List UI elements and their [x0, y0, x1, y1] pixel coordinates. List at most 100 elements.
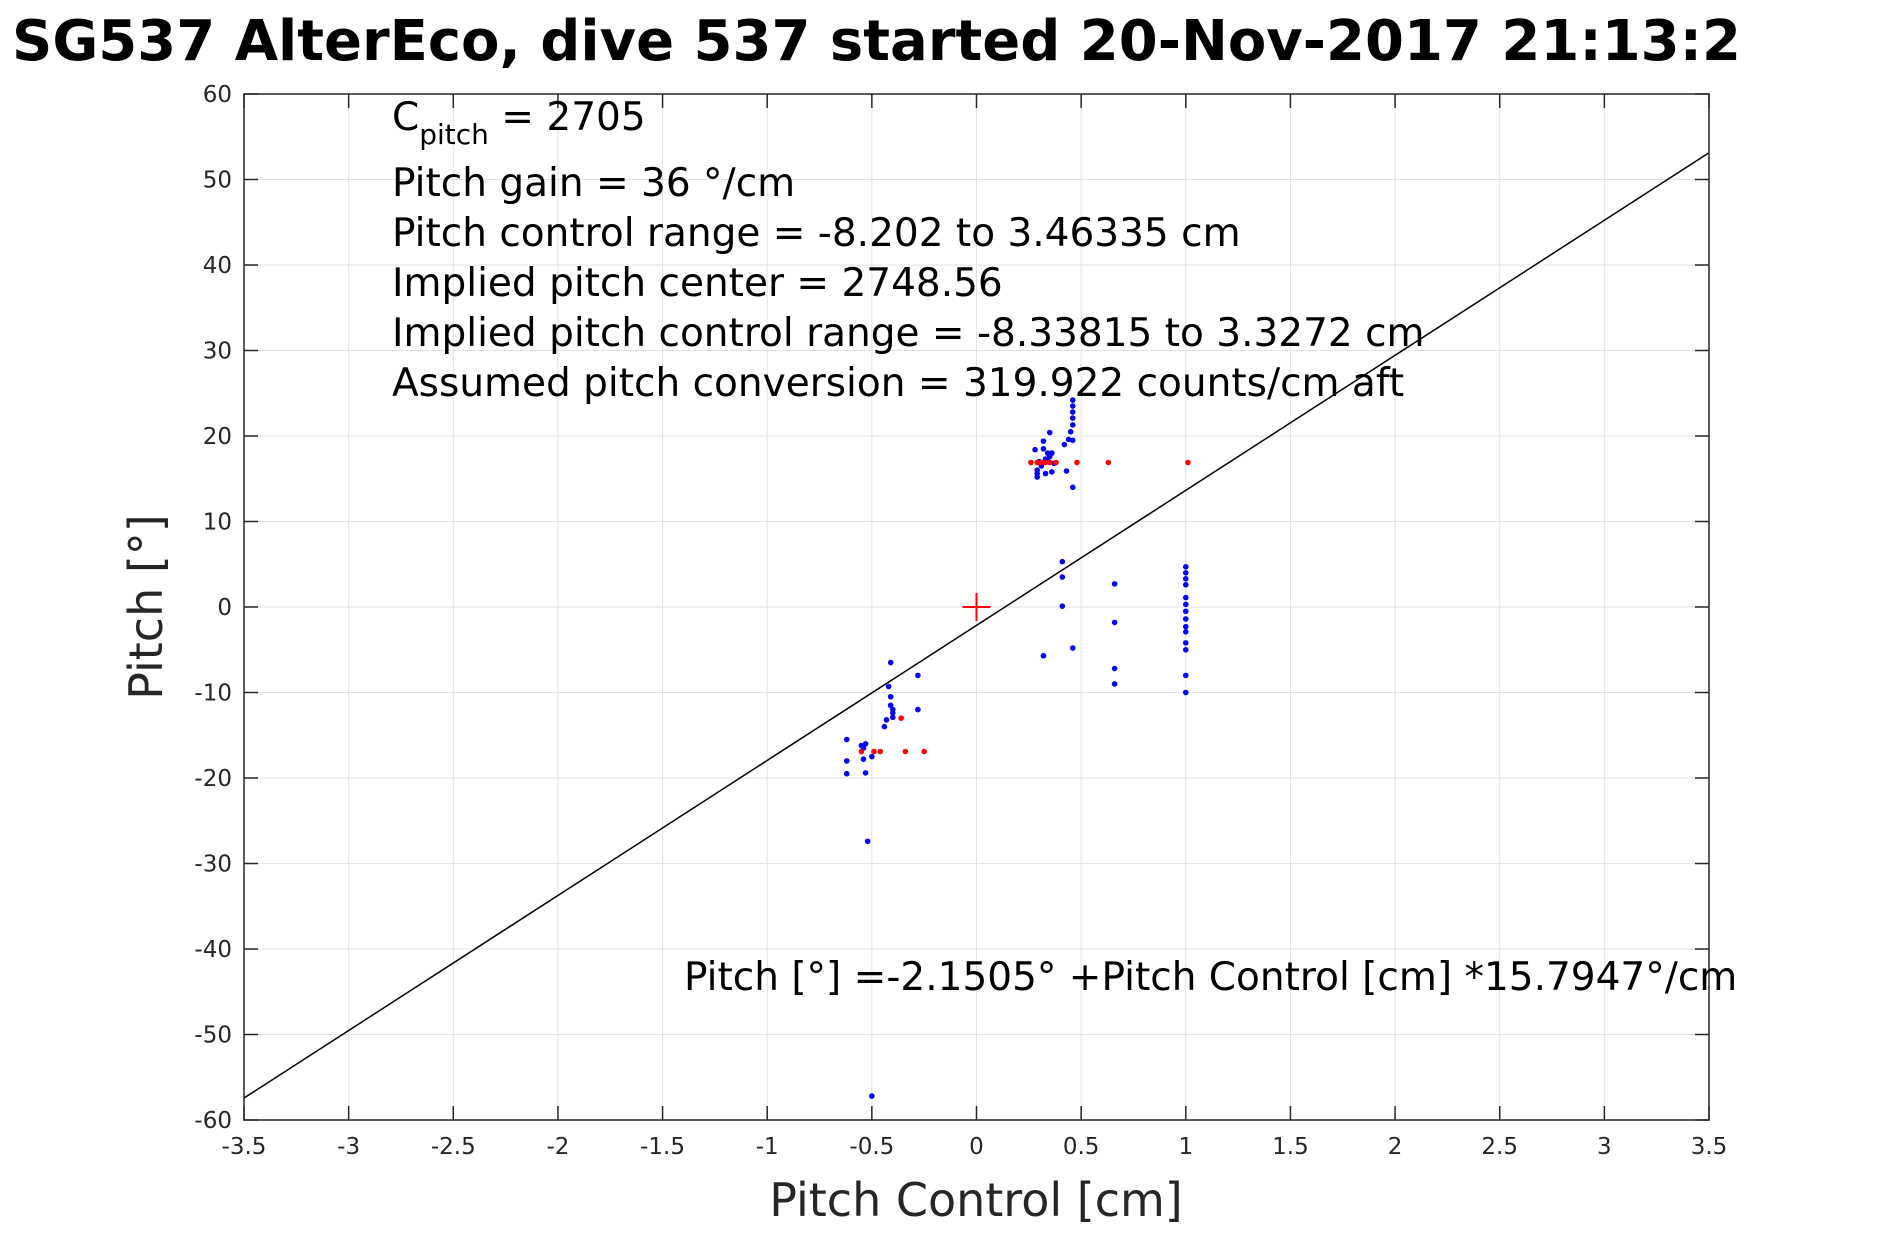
- data-point: [1061, 441, 1068, 448]
- fit-equation-annotation: Pitch [°] =-2.1505° +Pitch Control [cm] …: [684, 955, 1737, 1000]
- data-point: [1111, 619, 1118, 626]
- pitch-control-range-annotation: Pitch control range = -8.202 to 3.46335 …: [392, 211, 1241, 256]
- data-point: [1069, 415, 1076, 421]
- data-point: [1069, 484, 1076, 491]
- x-tick-label: 1: [1178, 1134, 1193, 1160]
- data-point: [1182, 672, 1189, 679]
- data-point: [898, 715, 904, 721]
- x-tick-label: -1.5: [640, 1134, 685, 1160]
- data-point: [1063, 468, 1070, 474]
- data-point: [1182, 581, 1189, 588]
- x-tick-label: 2: [1388, 1134, 1403, 1160]
- data-point: [1040, 446, 1047, 452]
- data-point: [1182, 594, 1189, 601]
- data-point: [843, 770, 850, 777]
- y-tick-label: 60: [203, 82, 232, 108]
- data-point: [1059, 603, 1066, 609]
- data-point: [862, 770, 869, 776]
- x-tick-label: -2: [546, 1134, 569, 1160]
- y-tick-label: 30: [203, 339, 232, 365]
- data-point: [1046, 429, 1053, 436]
- data-point: [1059, 574, 1066, 580]
- data-point: [1182, 623, 1189, 630]
- data-point: [843, 758, 850, 764]
- y-tick-label: -20: [194, 766, 232, 792]
- data-point: [871, 748, 877, 755]
- plot-frame: [243, 93, 1710, 1121]
- y-tick-label: -10: [194, 681, 232, 707]
- x-tick-label: -0.5: [849, 1134, 894, 1160]
- assumed-conversion-annotation: Assumed pitch conversion = 319.922 count…: [392, 361, 1404, 406]
- data-point: [1032, 446, 1038, 453]
- data-point: [885, 683, 892, 690]
- data-point: [1182, 640, 1189, 646]
- data-point: [1042, 470, 1049, 477]
- x-tick-label: -3: [337, 1134, 360, 1160]
- data-point: [915, 706, 921, 713]
- data-point: [1182, 616, 1189, 622]
- data-point: [887, 659, 894, 666]
- data-point: [1111, 581, 1118, 587]
- data-point: [843, 736, 850, 743]
- data-point: [1069, 397, 1076, 403]
- fit-line-group: [243, 152, 1710, 1099]
- data-point: [883, 717, 890, 723]
- data-point: [1053, 459, 1059, 466]
- data-point: [1059, 558, 1066, 565]
- chart-title: SG537 AlterEco, dive 537 started 20-Nov-…: [12, 9, 1741, 74]
- data-point: [1028, 459, 1034, 466]
- x-tick-label: 2.5: [1481, 1134, 1518, 1160]
- grid: [243, 93, 1710, 1121]
- data-point: [889, 714, 896, 721]
- data-point: [1038, 459, 1045, 466]
- y-axis-label: Pitch [°]: [119, 514, 173, 700]
- implied-pitch-center-annotation: Implied pitch center = 2748.56: [392, 261, 1003, 306]
- data-point: [902, 748, 909, 755]
- data-point: [1069, 409, 1076, 415]
- data-point: [1182, 646, 1189, 653]
- y-tick-label: 10: [203, 510, 232, 536]
- fit-line: [243, 152, 1710, 1099]
- data-point: [1182, 570, 1189, 576]
- c-pitch-subscript: pitch: [419, 118, 489, 151]
- x-tick-label: 3: [1597, 1134, 1612, 1160]
- data-point: [1182, 575, 1189, 582]
- data-point: [1182, 689, 1189, 696]
- data-point: [1182, 628, 1189, 635]
- data-point: [915, 672, 921, 679]
- y-tick-label: 0: [217, 595, 232, 621]
- data-point: [869, 753, 875, 760]
- x-tick-label: -2.5: [431, 1134, 476, 1160]
- y-tick-label: 20: [203, 424, 232, 450]
- c-pitch-symbol: C: [392, 95, 419, 140]
- data-point: [1111, 665, 1118, 672]
- data-point: [1182, 601, 1189, 608]
- data-point: [1046, 459, 1053, 466]
- x-tick-label: 3.5: [1691, 1134, 1728, 1160]
- scatter-points: [843, 397, 1191, 1099]
- implied-pitch-control-range-annotation: Implied pitch control range = -8.33815 t…: [392, 311, 1425, 356]
- data-point: [1069, 403, 1076, 409]
- x-tick-label: -1: [756, 1134, 779, 1160]
- c-pitch-annotation: Cpitch = 2705: [392, 95, 646, 151]
- data-point: [862, 741, 869, 747]
- data-point: [889, 710, 896, 716]
- y-tick-label: 40: [203, 253, 232, 279]
- data-point: [1182, 564, 1189, 570]
- data-point: [887, 693, 894, 700]
- data-point: [877, 748, 884, 755]
- data-point: [1074, 459, 1080, 466]
- data-point: [1105, 459, 1112, 466]
- x-tick-label: -3.5: [222, 1134, 267, 1160]
- data-point: [1040, 652, 1047, 659]
- data-point: [1049, 450, 1055, 456]
- y-tick-label: -60: [194, 1108, 232, 1134]
- x-tick-label: 0: [969, 1134, 984, 1160]
- pitch-gain-annotation: Pitch gain = 36 °/cm: [392, 161, 795, 206]
- y-tick-label: -40: [194, 937, 232, 963]
- data-point: [1042, 459, 1049, 466]
- y-tick-label: -30: [194, 852, 232, 878]
- x-tick-label: 1.5: [1272, 1134, 1309, 1160]
